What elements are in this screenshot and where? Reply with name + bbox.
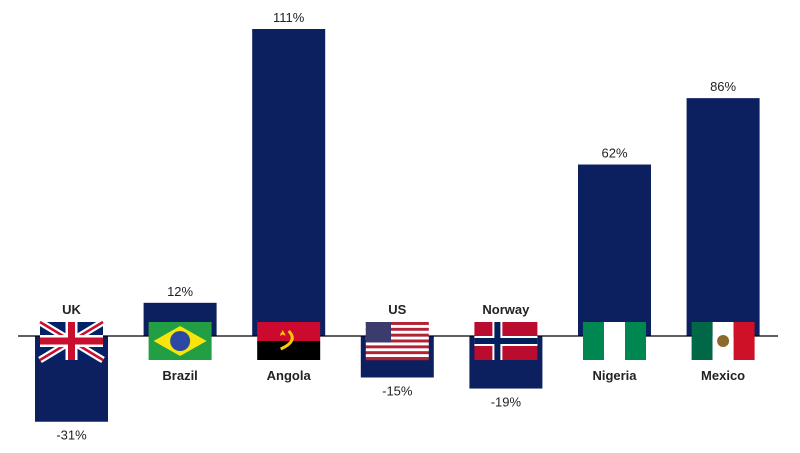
brazil-flag-icon (148, 322, 212, 360)
uk-flag-icon (38, 319, 105, 363)
data-label: 86% (710, 79, 736, 94)
data-label: -15% (382, 383, 413, 398)
category-label: Brazil (162, 368, 197, 383)
bar-mexico (686, 98, 760, 337)
category-label: Nigeria (592, 368, 637, 383)
nigeria-flag-icon (583, 322, 646, 360)
bar-group-nigeria: 62% Nigeria (578, 146, 651, 383)
data-label: -31% (56, 428, 87, 443)
category-label: UK (62, 302, 81, 317)
data-label: 111% (273, 10, 305, 25)
norway-flag-icon (474, 322, 538, 360)
bar-nigeria (578, 164, 651, 336)
mexico-flag-icon (691, 322, 755, 360)
data-label: 62% (601, 146, 627, 161)
category-label: Mexico (701, 368, 745, 383)
bar-group-angola: 111% Angola (252, 10, 326, 383)
category-label: Angola (267, 368, 312, 383)
bar-angola (252, 29, 326, 336)
angola-flag-icon (257, 322, 321, 360)
category-label: US (388, 302, 406, 317)
data-label: -19% (491, 395, 522, 410)
category-label: Norway (482, 302, 530, 317)
data-label: 12% (167, 284, 193, 299)
bar-group-mexico: 86% Mexico (686, 79, 760, 383)
us-flag-icon (365, 322, 429, 361)
